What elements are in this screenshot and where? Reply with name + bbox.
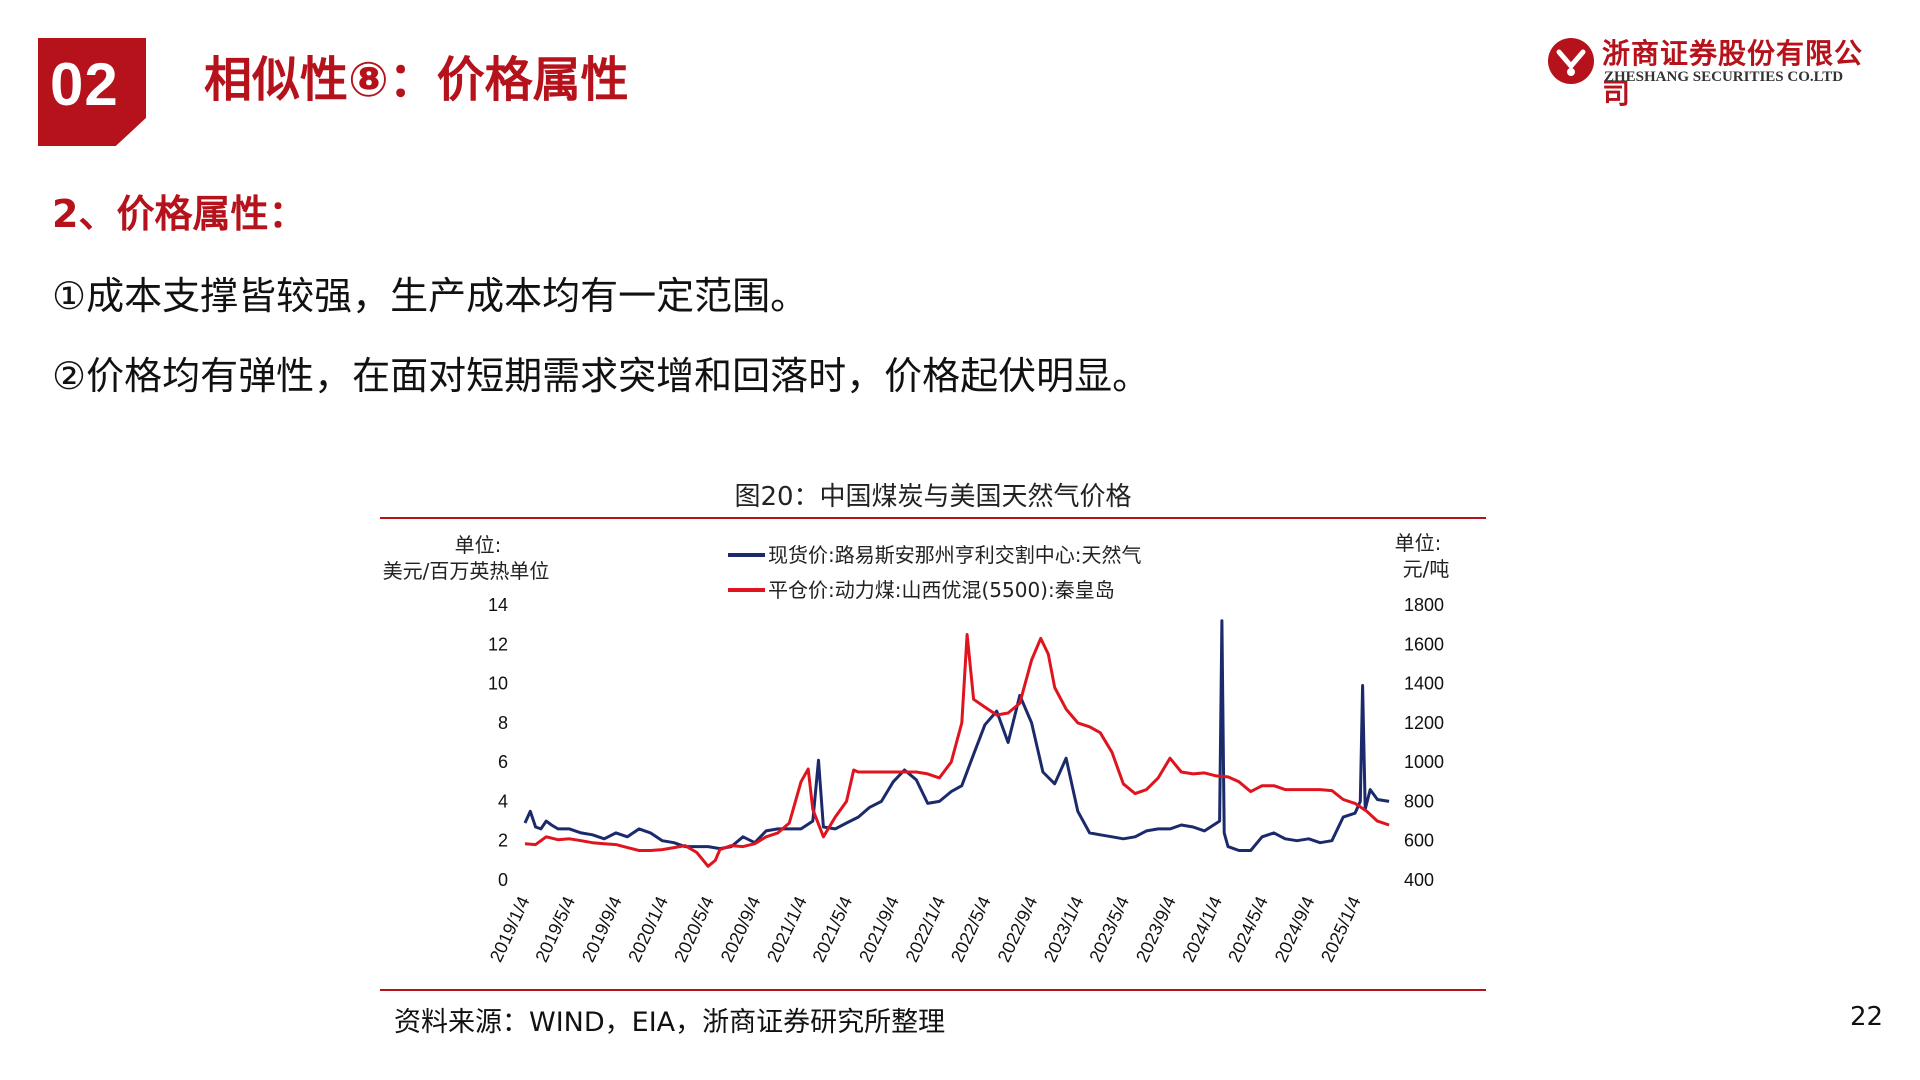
figure-bottom-rule [380, 989, 1486, 991]
x-tick-label: 2023/5/4 [1085, 893, 1133, 965]
section-number: 02 [50, 51, 119, 118]
legend-label-coal: 平仓价:动力煤:山西优混(5500):秦皇岛 [768, 578, 1115, 602]
y-right-tick-label: 400 [1404, 870, 1434, 890]
section-number-badge: 02 [38, 38, 146, 146]
x-tick-label: 2021/9/4 [855, 893, 903, 965]
x-tick-label: 2021/5/4 [809, 893, 857, 965]
series-line-natural-gas [523, 619, 1390, 852]
x-tick-label: 2020/9/4 [717, 893, 765, 965]
series-group [523, 619, 1390, 868]
figure-top-rule [380, 517, 1486, 519]
left-axis-unit-value: 美元/百万英热单位 [383, 559, 550, 583]
legend: 现货价:路易斯安那州亨利交割中心:天然气 平仓价:动力煤:山西优混(5500):… [728, 543, 1141, 602]
y-right-tick-label: 600 [1404, 831, 1434, 851]
y-left-tick-label: 4 [498, 791, 508, 811]
x-tick-label: 2020/5/4 [670, 893, 718, 965]
section-heading: 2、价格属性： [52, 192, 307, 236]
y-right-tick-label: 1200 [1404, 713, 1444, 733]
y-left-tick-label: 6 [498, 752, 508, 772]
company-logo: 浙商证券股份有限公司 ZHESHANG SECURITIES CO.LTD [1544, 30, 1884, 110]
x-tick-label: 2025/1/4 [1317, 893, 1365, 965]
left-axis-unit-label: 单位: [455, 533, 502, 557]
y-left-tick-label: 0 [498, 870, 508, 890]
y-left-tick-label: 8 [498, 713, 508, 733]
y-left-tick-label: 10 [488, 674, 508, 694]
y-left-tick-label: 14 [488, 595, 508, 615]
page-number: 22 [1850, 1002, 1884, 1032]
logo-english-name: ZHESHANG SECURITIES CO.LTD [1604, 69, 1844, 85]
figure-source: 资料来源：WIND，EIA，浙商证券研究所整理 [394, 1007, 946, 1038]
x-tick-label: 2022/5/4 [947, 893, 995, 965]
legend-label-gas: 现货价:路易斯安那州亨利交割中心:天然气 [768, 543, 1141, 567]
x-tick-label: 2020/1/4 [624, 893, 672, 965]
x-tick-label: 2019/5/4 [531, 893, 579, 965]
x-tick-label: 2022/1/4 [901, 893, 949, 965]
y-right-tick-label: 1600 [1404, 634, 1444, 654]
series-line-coal [524, 633, 1390, 868]
price-chart: 单位: 美元/百万英热单位 单位: 元/吨 现货价:路易斯安那州亨利交割中心:天… [383, 531, 1450, 965]
y-right-tick-label: 1400 [1404, 674, 1444, 694]
x-tick-label: 2023/1/4 [1040, 893, 1088, 965]
figure-caption: 图20：中国煤炭与美国天然气价格 [734, 482, 1132, 512]
x-tick-label: 2019/1/4 [486, 893, 534, 965]
y-right-tick-label: 1800 [1404, 595, 1444, 615]
x-tick-label: 2024/5/4 [1224, 893, 1272, 965]
x-tick-label: 2024/9/4 [1271, 893, 1319, 965]
bullet-point-1: ①成本支撑皆较强，生产成本均有一定范围。 [52, 274, 809, 318]
x-tick-label: 2024/1/4 [1178, 893, 1226, 965]
right-axis-unit-value: 元/吨 [1403, 557, 1450, 581]
company-logo-icon [1548, 38, 1594, 84]
y-right-tick-label: 800 [1404, 791, 1434, 811]
bullet-point-2: ②价格均有弹性，在面对短期需求突增和回落时，价格起伏明显。 [52, 354, 1151, 398]
x-tick-label: 2021/1/4 [763, 893, 811, 965]
y-right-tick-label: 1000 [1404, 752, 1444, 772]
x-tick-label: 2019/9/4 [578, 893, 626, 965]
page-title: 相似性⑧：价格属性 [204, 52, 629, 108]
y-left-tick-label: 12 [488, 634, 508, 654]
logo-chinese-name: 浙商证券股份有限公司 [1602, 37, 1864, 110]
x-tick-label: 2023/9/4 [1132, 893, 1180, 965]
y-left-tick-label: 2 [498, 831, 508, 851]
right-axis-unit-label: 单位: [1395, 531, 1442, 555]
x-tick-label: 2022/9/4 [994, 893, 1042, 965]
